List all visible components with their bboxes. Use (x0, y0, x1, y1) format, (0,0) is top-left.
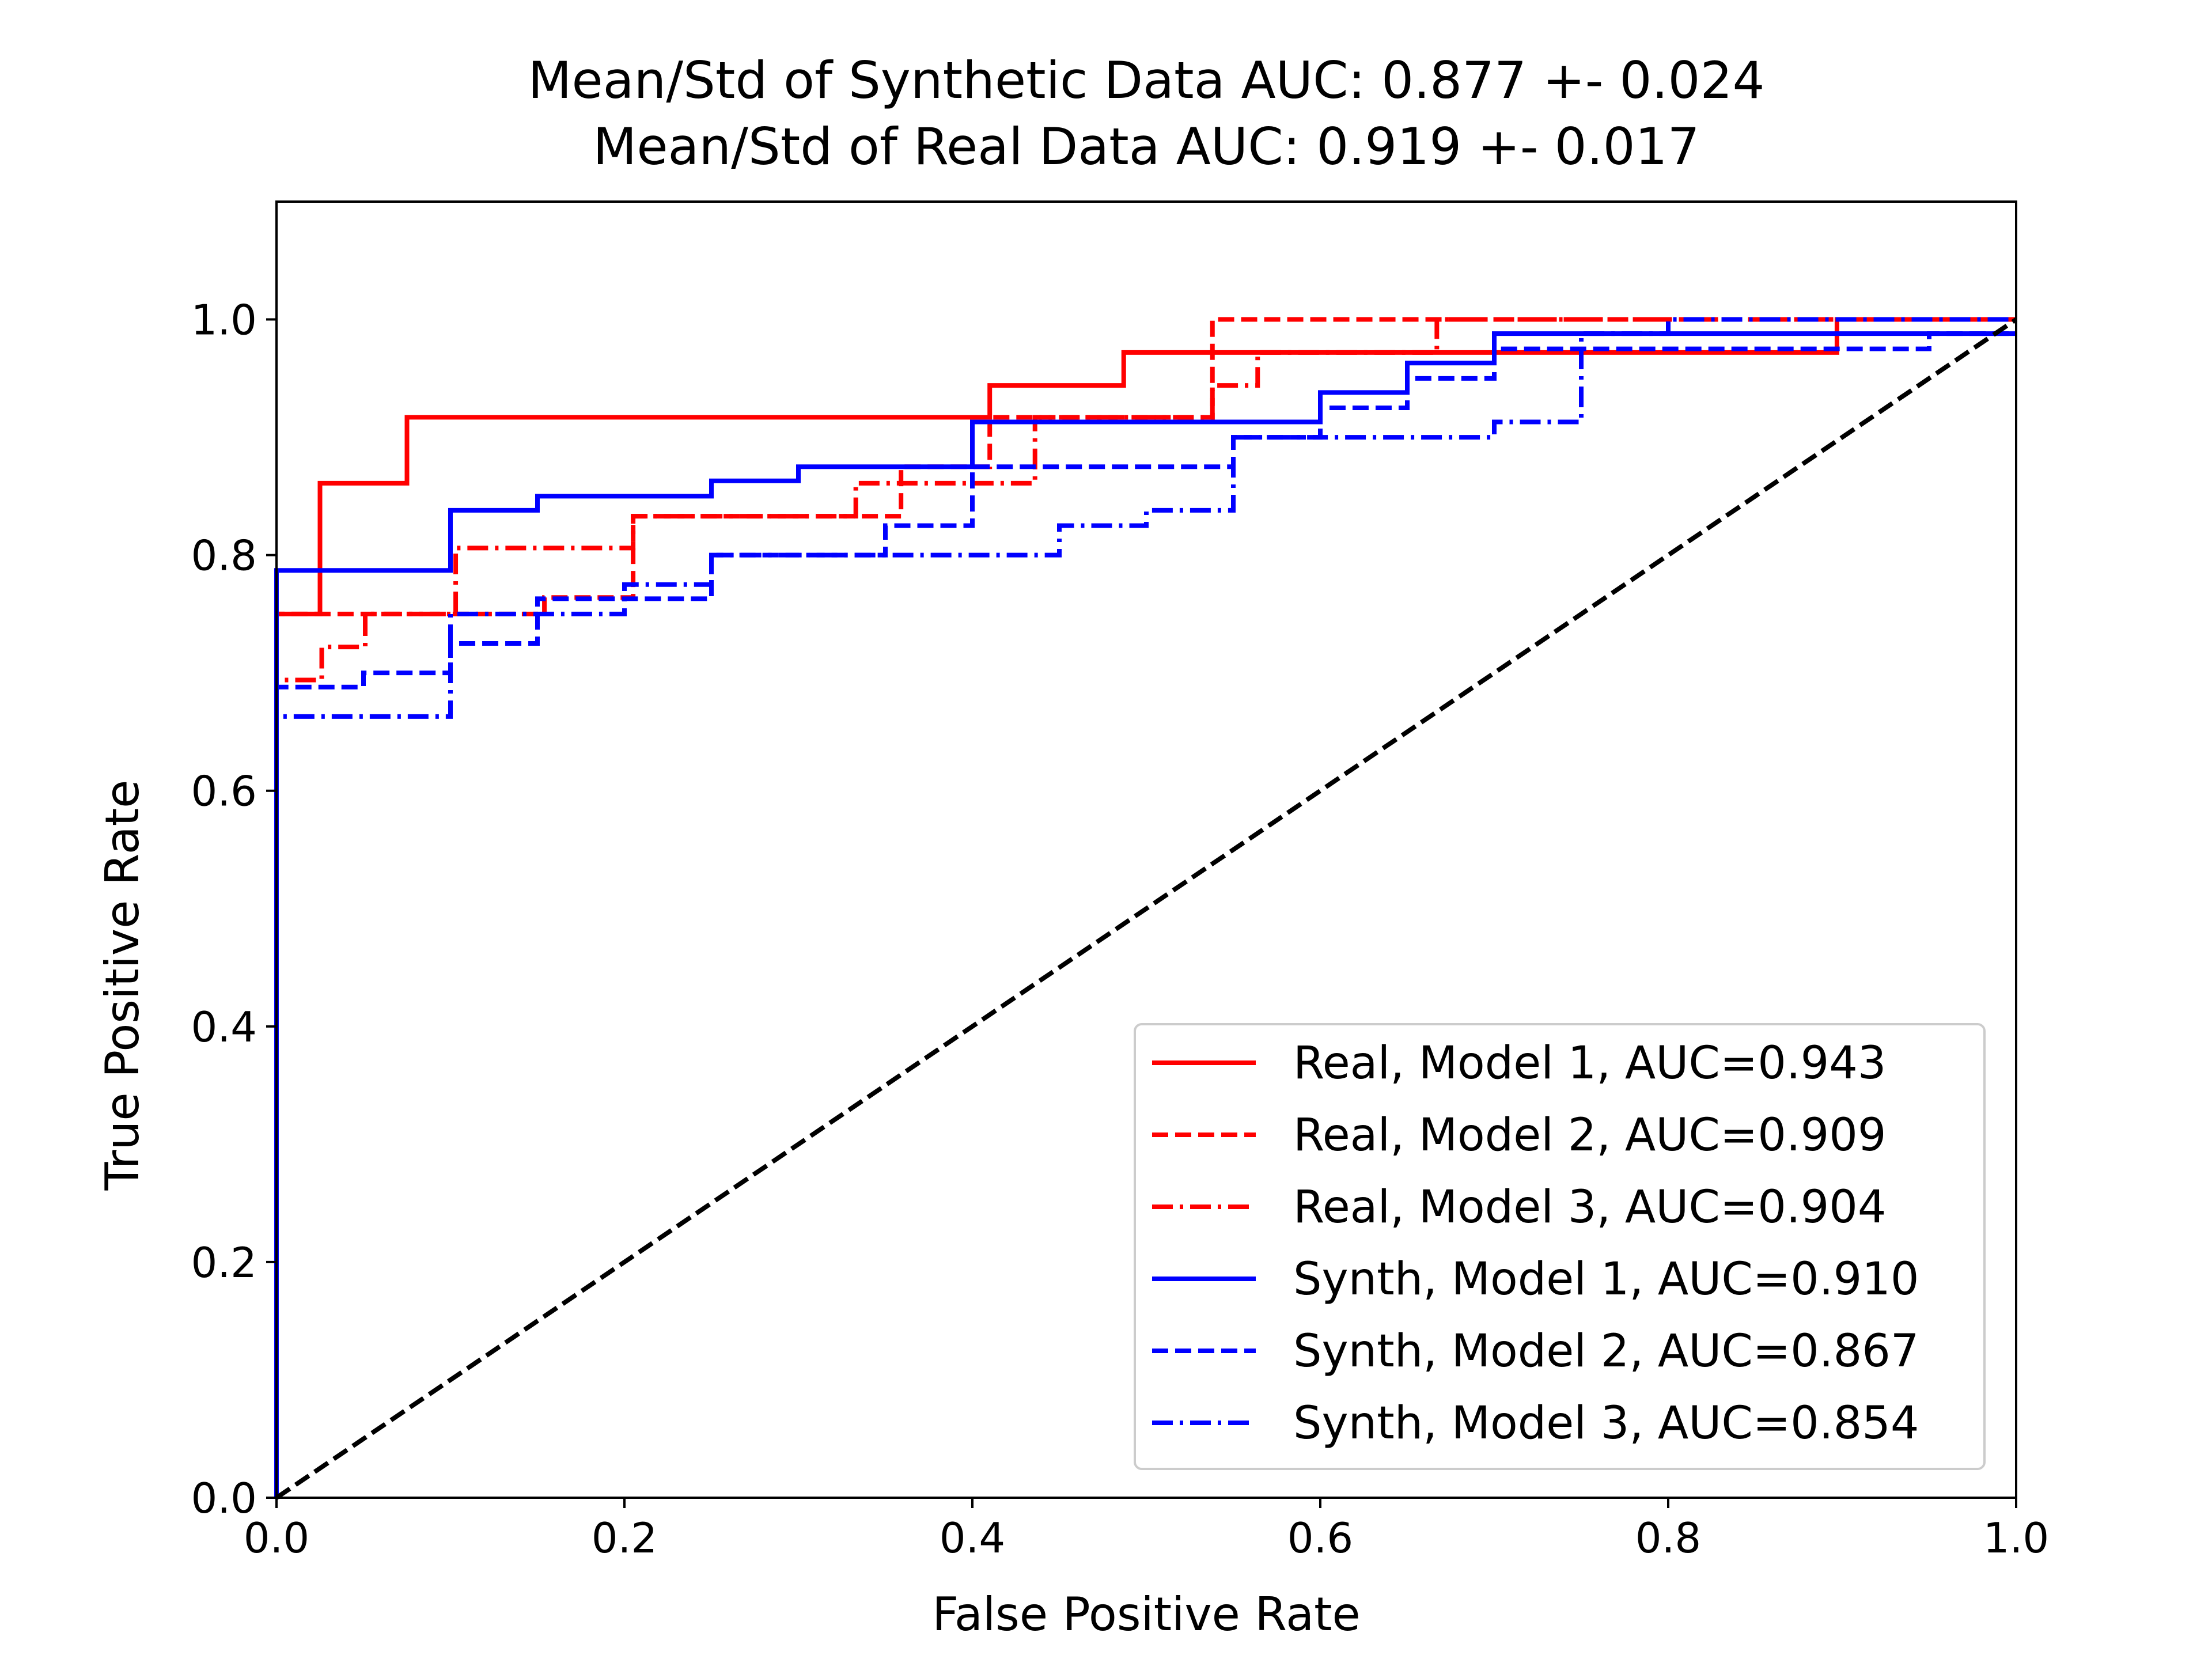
x-tick-label: 1.0 (1983, 1514, 2050, 1562)
x-tick-label: 0.4 (940, 1514, 1006, 1562)
chart-title-line-2: Mean/Std of Real Data AUC: 0.919 +- 0.01… (593, 117, 1699, 176)
y-tick-label: 0.0 (191, 1474, 257, 1522)
x-tick-label: 0.2 (592, 1514, 658, 1562)
y-tick-label: 0.6 (191, 767, 257, 816)
y-tick-label: 0.4 (191, 1003, 257, 1051)
legend-label-real-model-2-auc-0-909: Real, Model 2, AUC=0.909 (1293, 1109, 1887, 1161)
x-tick-label: 0.6 (1287, 1514, 1354, 1562)
x-axis-label: False Positive Rate (932, 1588, 1361, 1641)
plot-frame (275, 200, 2017, 1499)
legend-label-real-model-1-auc-0-943: Real, Model 1, AUC=0.943 (1293, 1037, 1887, 1089)
legend-box (1134, 1023, 1986, 1470)
y-tick-label: 1.0 (191, 296, 257, 344)
y-tick-label: 0.2 (191, 1238, 257, 1287)
chart-title-line-1: Mean/Std of Synthetic Data AUC: 0.877 +-… (528, 51, 1765, 110)
legend: Real, Model 1, AUC=0.943 Real, Model 2, A… (1134, 1023, 1986, 1470)
plot-area (274, 317, 2018, 1500)
legend-label-synth-model-3-auc-0-854: Synth, Model 3, AUC=0.854 (1293, 1397, 1919, 1449)
y-axis-label: True Positive Rate (96, 780, 149, 1191)
reference-diagonal-line (275, 317, 2018, 1500)
x-tick-label: 0.0 (244, 1514, 310, 1562)
series-line-synth-model-3-auc-0-854 (274, 317, 2016, 1498)
x-tick-label: 0.8 (1635, 1514, 1702, 1562)
axes: 0.0 0.2 0.4 0.6 0.8 1.0 0.0 0.2 0.4 0.6 0.8 1.0 (191, 200, 2050, 1562)
series-line-real-model-3-auc-0-904 (274, 317, 2016, 1498)
legend-label-synth-model-1-auc-0-910: Synth, Model 1, AUC=0.910 (1293, 1253, 1919, 1305)
chart-title: Mean/Std of Synthetic Data AUC: 0.877 +-… (528, 51, 1765, 176)
legend-label-real-model-3-auc-0-904: Real, Model 3, AUC=0.904 (1293, 1181, 1887, 1233)
y-tick-label: 0.8 (191, 532, 257, 580)
legend-label-synth-model-2-auc-0-867: Synth, Model 2, AUC=0.867 (1293, 1325, 1919, 1377)
series-line-synth-model-1-auc-0-910 (274, 331, 2016, 1498)
